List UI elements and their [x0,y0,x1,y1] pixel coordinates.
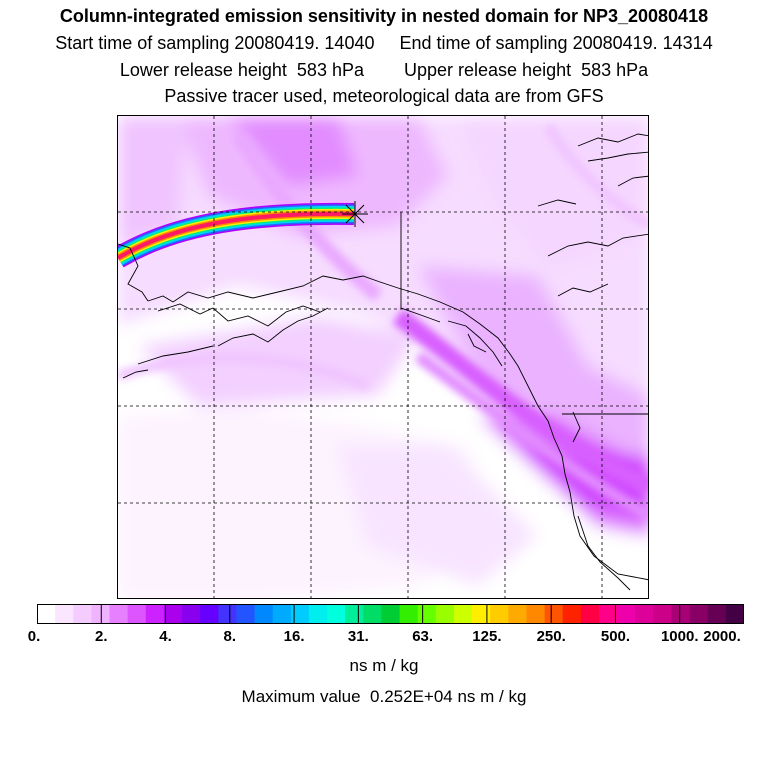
colorbar-swatch [707,604,727,624]
political-borders [400,212,648,415]
colorbar-tick-label: 125. [472,628,502,645]
colorbar-swatch [218,604,238,624]
colorbar-swatch [236,604,256,624]
colorbar-swatch [617,604,636,624]
colorbar-swatch [363,604,383,624]
colorbar-tick-label: 16. [283,628,305,645]
map-canvas [118,116,648,598]
colorbar-tick-label: 0. [27,628,41,645]
colorbar-swatch [272,604,292,624]
colorbar-swatch [598,604,618,624]
colorbar-swatch [91,604,111,624]
colorbar-swatch [725,604,744,624]
colorbar-swatch [453,604,473,624]
colorbar-tick-label: 250. [536,628,566,645]
colorbar-swatch [417,604,437,624]
colorbar-swatch [526,604,546,624]
colorbar-swatch [435,604,455,624]
colorbar-tick-label: 31. [347,628,369,645]
plot-title: Column-integrated emission sensitivity i… [59,6,709,26]
colorbar-tick-label: 2. [95,628,108,645]
colorbar-border [37,604,744,624]
colorbar-tick-label: 8. [223,628,237,645]
colorbar-swatch [508,604,528,624]
release-point-star-icon [342,201,368,227]
colorbar-tick-label: 63. [412,628,434,645]
colorbar-swatch [182,604,201,624]
colorbar-swatch [562,604,582,624]
colorbar-tick-label: 4. [159,628,172,645]
colorbar-swatch [472,604,491,624]
colorbar-units: ns m / kg [349,656,419,675]
max-value-label: Maximum value 0.252E+04 ns m / kg [241,687,527,706]
colorbar-swatch [145,604,165,624]
colorbar-swatch [73,604,92,624]
colorbar-swatch [653,604,673,624]
flight-plume [118,202,355,268]
colorbar-tick-labels: 0. 2. 4. 8. 16. 31. 63. 125. 250. 500. 1000. 2000. [0,628,768,648]
colorbar-swatch [290,604,310,624]
sensitivity-map [117,115,649,599]
colorbar-swatch [381,604,401,624]
release-heights: Lower release height 583 hPa Upper relea… [119,60,649,80]
colorbar-swatch [635,604,654,624]
colorbar-swatch [671,604,691,624]
colorbar-swatch [37,604,56,624]
colorbar-swatch [55,604,74,624]
colorbar-swatch [254,604,274,624]
colorbar-swatch [327,604,346,624]
colorbar-swatch [580,604,600,624]
colorbar-swatch [345,604,364,624]
colorbar-tick-label: 500. [600,628,631,645]
sampling-times: Start time of sampling 20080419. 14040 E… [55,33,713,53]
colorbar-swatch [544,604,564,624]
colorbar-swatch [308,604,328,624]
colorbar-tick-label: 1000. [660,628,699,645]
colorbar-swatch [127,604,147,624]
colorbar-swatch [109,604,129,624]
colorbar-tick-label: 2000. [703,628,741,645]
colorbar-swatch [490,604,509,624]
colorbar-swatch [200,604,219,624]
colorbar-swatch [163,604,183,624]
colorbar-swatch [399,604,419,624]
colorbar [37,604,744,624]
graticule [118,116,648,598]
tracer-note: Passive tracer used, meteorological data… [164,86,604,106]
colorbar-swatch [689,604,709,624]
